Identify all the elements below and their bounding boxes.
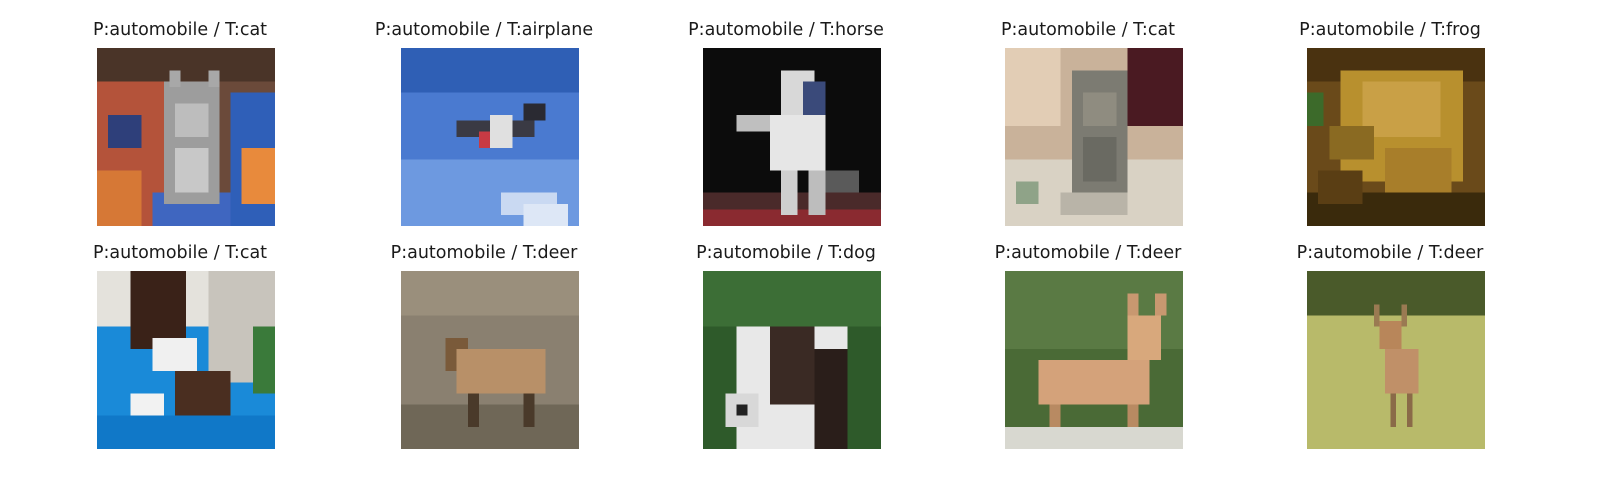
deer-image bbox=[1307, 271, 1485, 449]
cat-image bbox=[97, 48, 275, 226]
image-title: P:automobile / T:frog bbox=[1299, 20, 1481, 40]
deer-image bbox=[401, 271, 579, 449]
image-title: P:automobile / T:cat bbox=[1000, 20, 1176, 40]
image-title: P:automobile / T:deer bbox=[994, 243, 1182, 263]
cat-image bbox=[97, 271, 275, 449]
image-title: P:automobile / T:airplane bbox=[374, 20, 594, 40]
frog-image bbox=[1307, 48, 1485, 226]
image-title: P:automobile / T:dog bbox=[696, 243, 876, 263]
image-title: P:automobile / T:horse bbox=[688, 20, 884, 40]
cat-image bbox=[1005, 48, 1183, 226]
image-title: P:automobile / T:deer bbox=[390, 243, 578, 263]
image-title: P:automobile / T:deer bbox=[1296, 243, 1484, 263]
image-title: P:automobile / T:cat bbox=[92, 243, 268, 263]
airplane-image bbox=[401, 48, 579, 226]
horse-image bbox=[703, 48, 881, 226]
deer-image bbox=[1005, 271, 1183, 449]
image-title: P:automobile / T:cat bbox=[92, 20, 268, 40]
dog-image bbox=[703, 271, 881, 449]
